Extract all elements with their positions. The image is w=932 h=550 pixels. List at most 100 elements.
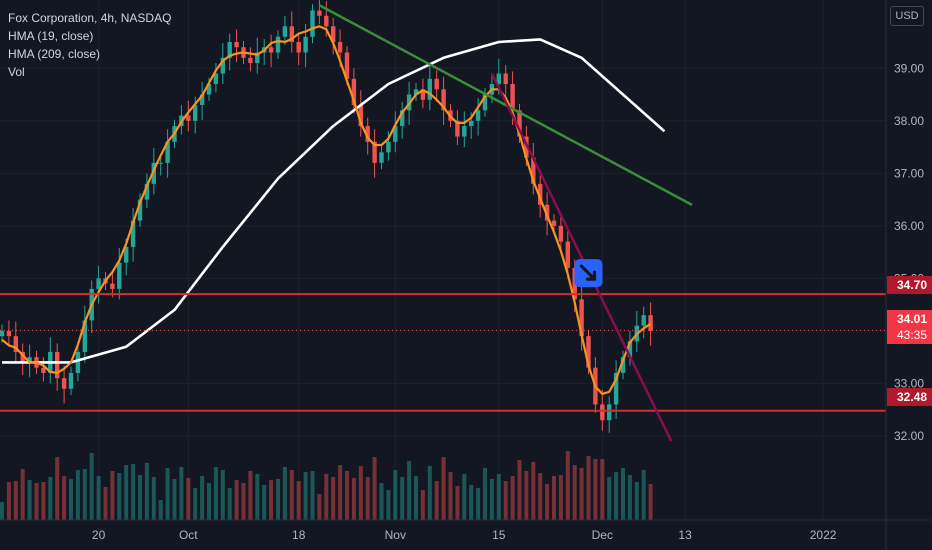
candle-body <box>206 84 212 95</box>
candle-body <box>586 336 591 368</box>
volume-bar <box>510 476 515 520</box>
volume-bar <box>324 474 329 520</box>
volume-bar <box>365 477 370 520</box>
volume-bar <box>248 471 253 520</box>
volume-bar <box>414 476 418 520</box>
candle-body <box>372 141 377 163</box>
candle-body <box>220 57 225 74</box>
volume-bar <box>131 464 136 520</box>
volume-bar <box>386 490 391 520</box>
volume-bar <box>641 470 646 520</box>
trendline <box>490 72 673 442</box>
trendlines[interactable] <box>318 4 693 442</box>
volume-bar <box>165 468 170 520</box>
resistance-price-tag: 34.70 <box>887 276 932 294</box>
volume-bar <box>345 471 349 520</box>
volume-bar <box>600 459 605 520</box>
volume-bar <box>234 480 239 520</box>
candle-body <box>151 162 156 184</box>
volume-bar <box>565 451 570 520</box>
candle-body <box>558 225 564 242</box>
volume-bar <box>517 460 522 520</box>
currency-button[interactable]: USD <box>890 6 924 26</box>
candle-body <box>20 351 25 363</box>
support-price-tag: 32.48 <box>887 388 932 406</box>
candle-body <box>75 351 81 373</box>
candle-body <box>248 57 253 64</box>
idea-marker[interactable] <box>574 259 603 288</box>
legend-symbol[interactable]: Fox Corporation, 4h, NASDAQ <box>8 11 172 25</box>
volume-bar <box>289 470 294 520</box>
volume-bar <box>558 475 563 520</box>
volume-bar <box>241 483 246 520</box>
candle-body <box>55 351 60 379</box>
volume-bar <box>62 476 67 520</box>
volume-bar <box>117 473 122 520</box>
price-tick-label: 32.00 <box>894 429 924 443</box>
volume-bar <box>75 470 80 520</box>
time-tick-label: 20 <box>92 528 106 542</box>
hma-209-line[interactable] <box>2 38 666 364</box>
candle-body <box>317 10 322 16</box>
candle-body <box>579 299 584 337</box>
volume-bar <box>407 461 412 520</box>
candle-body <box>620 357 626 373</box>
legend-hma-slow[interactable]: HMA (209, close) <box>8 47 101 61</box>
candle-body <box>607 404 612 421</box>
volume-bar <box>586 456 591 520</box>
volume-bar <box>255 474 260 520</box>
hma-19-line[interactable] <box>1 25 652 396</box>
volume-bar <box>579 468 584 520</box>
last-price-tag: 34.01 43:35 <box>887 310 932 344</box>
legend-hma-fast[interactable]: HMA (19, close) <box>8 29 94 43</box>
candle-body <box>400 110 405 127</box>
volume-bar <box>110 471 115 520</box>
volume-bar <box>434 481 439 520</box>
candle-body <box>351 78 357 106</box>
candle-body <box>96 278 101 289</box>
time-tick-label: Oct <box>179 528 198 542</box>
volume-bar <box>193 488 198 520</box>
candle-body <box>627 341 633 358</box>
candle-body <box>144 183 150 200</box>
volume-bar <box>269 480 274 520</box>
time-tick-label: Nov <box>385 528 406 542</box>
volume-bar <box>489 479 494 520</box>
volume-bar <box>186 478 191 520</box>
candle-body <box>613 372 619 405</box>
horizontal-levels[interactable] <box>0 293 886 412</box>
volume-bar <box>448 472 453 520</box>
volume-bar <box>393 470 398 520</box>
volume-bar <box>296 481 301 520</box>
candle-body <box>193 105 198 121</box>
legend-volume[interactable]: Vol <box>8 65 25 79</box>
volume-bar <box>103 487 108 520</box>
candle-body <box>551 220 557 226</box>
candle-body <box>482 94 488 111</box>
candle-body <box>234 42 239 48</box>
volume-bar <box>69 479 73 520</box>
candle-body <box>130 220 136 247</box>
volume-bar <box>282 467 287 520</box>
arrow-icon <box>579 264 597 281</box>
volume-bar <box>310 471 315 520</box>
volume-bar <box>593 459 598 520</box>
volume-bar <box>372 457 377 520</box>
hma-19-path <box>1 25 652 396</box>
candle-body <box>600 404 605 421</box>
price-tick-label: 39.00 <box>894 61 924 75</box>
volume-bar <box>441 457 446 520</box>
volume-bar <box>276 479 280 520</box>
volume-bar <box>48 477 53 520</box>
candle-body <box>61 378 67 389</box>
volume-bar <box>614 472 619 520</box>
candle-body <box>13 336 18 352</box>
candle-body <box>199 94 205 106</box>
volume-bar <box>648 484 653 520</box>
time-tick-label: 15 <box>492 528 506 542</box>
volume-bars <box>0 451 653 520</box>
volume-bar <box>220 470 225 520</box>
candle-body <box>213 73 219 85</box>
